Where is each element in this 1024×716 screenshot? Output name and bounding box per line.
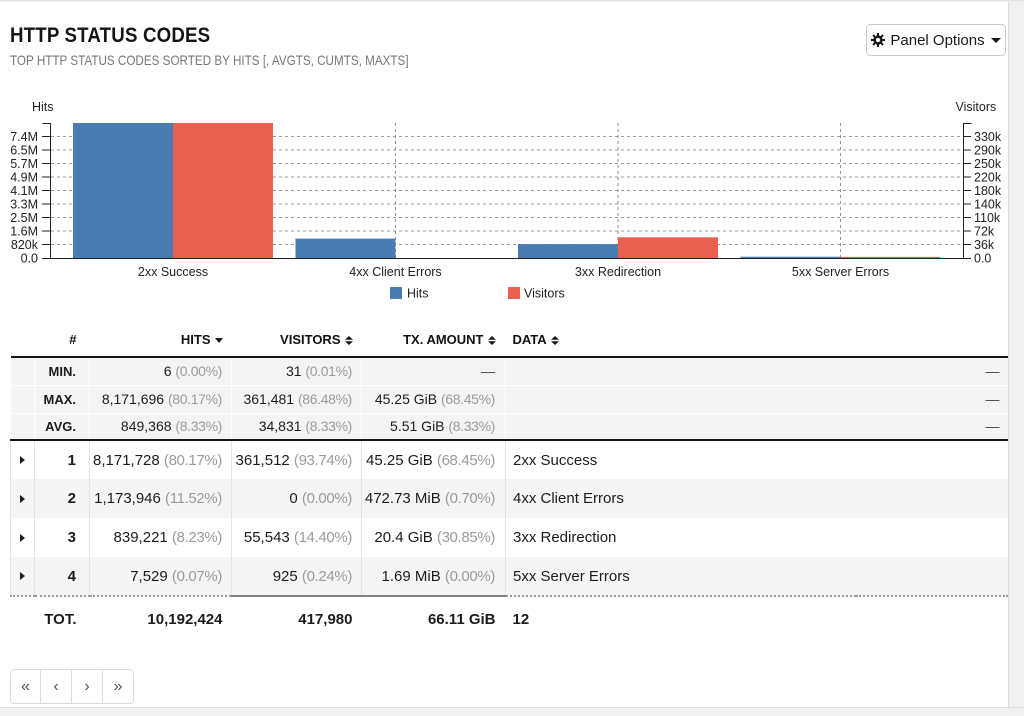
svg-text:820k: 820k — [11, 238, 39, 252]
svg-text:6.5M: 6.5M — [10, 144, 38, 158]
svg-text:3xx Redirection: 3xx Redirection — [575, 265, 661, 279]
svg-text:250k: 250k — [974, 157, 1002, 171]
svg-text:Hits: Hits — [407, 287, 429, 301]
svg-text:2xx Success: 2xx Success — [138, 265, 208, 279]
svg-text:Visitors: Visitors — [956, 100, 997, 114]
svg-text:Hits: Hits — [32, 100, 54, 114]
svg-text:4xx Client Errors: 4xx Client Errors — [349, 265, 441, 279]
svg-text:36k: 36k — [974, 238, 995, 252]
svg-text:72k: 72k — [974, 225, 995, 239]
svg-text:5xx Server Errors: 5xx Server Errors — [792, 265, 889, 279]
svg-text:4.9M: 4.9M — [10, 171, 38, 185]
svg-text:3.3M: 3.3M — [10, 198, 38, 212]
svg-text:2.5M: 2.5M — [10, 211, 38, 225]
svg-text:110k: 110k — [974, 211, 1001, 225]
svg-text:220k: 220k — [974, 171, 1002, 185]
svg-text:0.0: 0.0 — [21, 252, 38, 266]
svg-text:5.7M: 5.7M — [10, 157, 38, 171]
svg-text:140k: 140k — [974, 198, 1002, 212]
svg-text:1.6M: 1.6M — [10, 225, 38, 239]
svg-text:290k: 290k — [974, 144, 1002, 158]
svg-text:Visitors: Visitors — [524, 287, 565, 301]
svg-text:180k: 180k — [974, 184, 1002, 198]
svg-text:0.0: 0.0 — [974, 252, 991, 266]
svg-text:7.4M: 7.4M — [10, 130, 38, 144]
svg-text:4.1M: 4.1M — [10, 184, 38, 198]
svg-text:330k: 330k — [974, 130, 1002, 144]
